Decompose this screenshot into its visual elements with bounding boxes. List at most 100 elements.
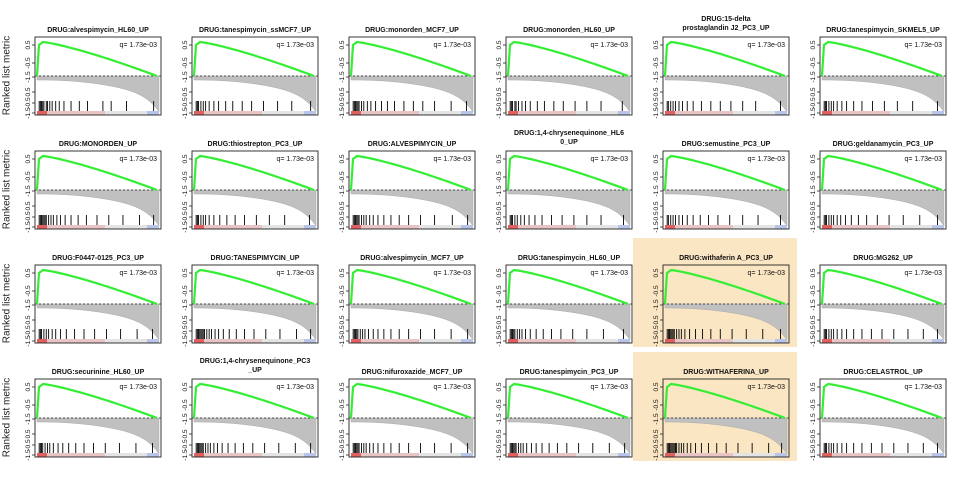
rank-band-positive xyxy=(822,339,832,343)
gsea-panel: DRUG:F0447-0125_PC3_UPq= 1.73e-030.5-0.5… xyxy=(25,255,162,347)
rank-band-negative xyxy=(775,225,787,229)
y-tick-label: 0.5 xyxy=(339,87,346,96)
plot-frame xyxy=(191,264,319,344)
enrichment-score-line xyxy=(192,382,315,420)
y-tick-label: -1.5 xyxy=(339,299,346,311)
y-tick-label: -1.5 xyxy=(653,299,660,311)
enrichment-score-line xyxy=(192,268,315,306)
gsea-panel: DRUG:tanespimycin_HL60_UPq= 1.73e-030.5-… xyxy=(496,255,633,347)
rank-band-negative xyxy=(304,453,316,457)
rank-band-positive xyxy=(194,225,204,229)
rank-band-negative xyxy=(932,453,944,457)
q-value-label: q= 1.73e-03 xyxy=(747,156,785,163)
y-tick-label: -0.5 xyxy=(25,97,32,109)
q-value-label: q= 1.73e-03 xyxy=(904,42,942,49)
highlight-background xyxy=(633,238,797,347)
plot-frame xyxy=(819,150,947,230)
y-tick-label: 0.5 xyxy=(182,154,189,163)
y-tick-label: -1.5 xyxy=(496,71,503,83)
ranked-metric-area xyxy=(36,417,160,455)
plot-frame xyxy=(348,36,476,116)
panel-title: DRUG:tanespimycin_SKMEL5_UP xyxy=(826,27,940,34)
y-tick-label: -1.5 xyxy=(182,449,189,461)
highlight-background xyxy=(633,352,797,461)
y-tick-label: -1.5 xyxy=(25,185,32,197)
y-tick-label: 0.5 xyxy=(653,315,660,324)
enrichment-score-line xyxy=(663,268,786,306)
panel-title: DRUG:tanespimycin_ssMCF7_UP xyxy=(199,27,311,34)
y-tick-label: -1.5 xyxy=(653,335,660,347)
rank-band-mid xyxy=(832,225,890,229)
ylabel-row-4: Ranked list metric xyxy=(1,377,13,458)
y-tick-label: -1.5 xyxy=(496,185,503,197)
y-tick-label: 0.5 xyxy=(810,315,817,324)
y-tick-label: -0.5 xyxy=(810,325,817,337)
y-tick-label: -1.5 xyxy=(653,449,660,461)
y-tick-label: 0.5 xyxy=(339,315,346,324)
rank-band-mid xyxy=(204,339,262,343)
y-tick-label: -0.5 xyxy=(496,171,503,183)
y-tick-label: -0.5 xyxy=(653,97,660,109)
rank-band-mid xyxy=(361,453,419,457)
rank-band-positive xyxy=(508,111,518,115)
y-tick-label: 0.5 xyxy=(25,382,32,391)
y-tick-label: -0.5 xyxy=(25,325,32,337)
y-tick-label: 0.5 xyxy=(653,429,660,438)
q-value-label: q= 1.73e-03 xyxy=(747,42,785,49)
y-tick-label: -0.5 xyxy=(496,325,503,337)
enrichment-score-line xyxy=(663,382,786,420)
q-value-label: q= 1.73e-03 xyxy=(433,156,471,163)
plot-frame xyxy=(348,150,476,230)
y-tick-label: -0.5 xyxy=(653,57,660,69)
enrichment-score-line xyxy=(349,40,472,78)
rank-band-positive xyxy=(665,453,675,457)
y-tick-label: -1.5 xyxy=(810,221,817,233)
enrichment-score-line xyxy=(663,154,786,192)
rank-band-mid xyxy=(518,225,576,229)
enrichment-score-line xyxy=(663,40,786,78)
y-tick-label: -1.5 xyxy=(25,71,32,83)
ranked-metric-area xyxy=(193,417,317,455)
panel-title: DRUG:F0447-0125_PC3_UP xyxy=(52,255,144,262)
y-tick-label: -0.5 xyxy=(182,211,189,223)
ranked-metric-area xyxy=(350,75,474,113)
ranked-metric-area xyxy=(507,75,631,113)
q-value-label: q= 1.73e-03 xyxy=(119,156,157,163)
y-tick-label: -1.5 xyxy=(810,107,817,119)
ylabel-row-2: Ranked list metric xyxy=(1,149,13,230)
enrichment-score-line xyxy=(506,154,629,192)
enrichment-score-line xyxy=(349,268,472,306)
ranked-metric-area xyxy=(36,189,160,227)
y-tick-label: 0.5 xyxy=(810,87,817,96)
y-tick-label: -1.5 xyxy=(496,221,503,233)
rank-band-positive xyxy=(351,111,361,115)
y-tick-label: -0.5 xyxy=(182,97,189,109)
gsea-panel: DRUG:WITHAFERINA_UPq= 1.73e-030.5-0.5-1.… xyxy=(633,352,797,461)
rank-band-positive xyxy=(194,453,204,457)
rank-band-negative xyxy=(618,339,630,343)
ranked-metric-area xyxy=(821,75,945,113)
gsea-panel: DRUG:MG262_UPq= 1.73e-030.5-0.5-1.50.5-0… xyxy=(810,255,947,347)
y-tick-label: -1.5 xyxy=(810,299,817,311)
y-tick-label: -1.5 xyxy=(496,299,503,311)
enrichment-score-line xyxy=(506,382,629,420)
y-tick-label: -0.5 xyxy=(25,57,32,69)
y-tick-label: 0.5 xyxy=(653,201,660,210)
y-tick-label: -0.5 xyxy=(496,439,503,451)
panel-title: 0_UP xyxy=(560,139,578,146)
ranked-metric-area xyxy=(350,303,474,341)
ranked-metric-area xyxy=(821,189,945,227)
y-tick-label: -1.5 xyxy=(339,413,346,425)
y-tick-label: -1.5 xyxy=(182,185,189,197)
y-tick-label: 0.5 xyxy=(653,382,660,391)
y-tick-label: -1.5 xyxy=(496,335,503,347)
y-tick-label: 0.5 xyxy=(810,429,817,438)
panel-title: DRUG:tanespimycin_PC3_UP xyxy=(520,369,619,376)
rank-band-positive xyxy=(194,339,204,343)
y-tick-label: -0.5 xyxy=(810,57,817,69)
panel-title: DRUG:monorden_HL60_UP xyxy=(523,27,615,34)
y-tick-label: -1.5 xyxy=(25,221,32,233)
panel-title: DRUG:alvespimycin_HL60_UP xyxy=(47,27,149,34)
y-tick-label: 0.5 xyxy=(182,201,189,210)
y-tick-label: -0.5 xyxy=(653,171,660,183)
